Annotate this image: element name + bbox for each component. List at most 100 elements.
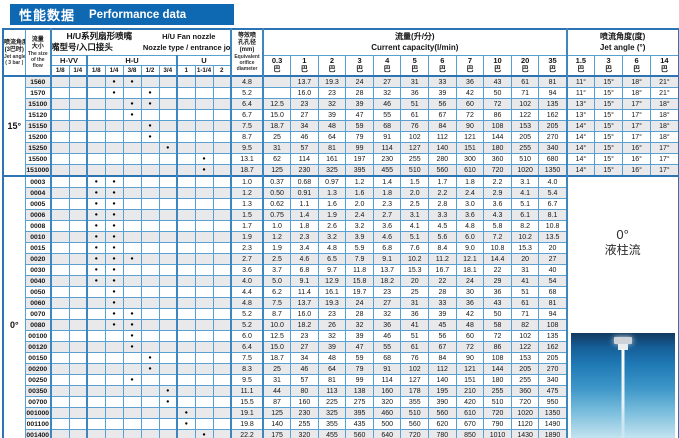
- orifice-cell: 19.1: [230, 407, 264, 419]
- nozzle-dot-cell: [176, 164, 196, 177]
- nozzle-dot-cell: [194, 407, 214, 419]
- nozzle-dot-cell: [212, 87, 232, 99]
- nozzle-dot-cell: [158, 209, 178, 221]
- nozzle-dot-cell: ●: [104, 242, 124, 254]
- nozzle-dot-cell: ●: [122, 98, 142, 110]
- dot-icon: ●: [148, 355, 152, 361]
- capacity-cell: 138: [345, 385, 374, 397]
- capacity-cell: 46: [372, 330, 402, 342]
- capacity-cell: 24: [345, 75, 374, 88]
- dot-icon: ●: [94, 245, 98, 251]
- capacity-cell: 180: [483, 374, 512, 386]
- capacity-cell: 210: [455, 385, 485, 397]
- capacity-cell: 61: [400, 109, 430, 121]
- capacity-cell: 81: [317, 142, 347, 154]
- nozzle-dot-cell: [212, 109, 232, 121]
- nozzle-dot-cell: [50, 242, 70, 254]
- jet-angle-cell: 18°: [650, 120, 679, 132]
- nozzle-dot-cell: ●: [194, 153, 214, 165]
- nozzle-dot-cell: [68, 352, 88, 364]
- nozzle-dot-cell: ●: [104, 308, 124, 320]
- nozzle-dot-cell: [122, 187, 142, 199]
- pressure-value: 7: [467, 56, 473, 66]
- capacity-cell: 57: [290, 374, 319, 386]
- pressure-value: 6: [634, 56, 639, 66]
- nozzle-dot-cell: [158, 341, 178, 353]
- nozzle-dot-cell: [122, 363, 142, 375]
- capacity-cell: 390: [428, 396, 457, 408]
- jet-angle-cell: 15°: [594, 142, 624, 154]
- nozzle-dot-cell: ●: [122, 330, 142, 342]
- dot-icon: ●: [112, 90, 116, 96]
- capacity-pressure-header: 0.3 巴: [262, 54, 292, 77]
- capacity-cell: 87: [262, 396, 292, 408]
- nozzle-dot-cell: [194, 363, 214, 375]
- nozzle-dot-cell: [68, 264, 88, 276]
- capacity-cell: 27: [372, 75, 402, 88]
- model-cell: 0080: [24, 319, 52, 331]
- dot-icon: ●: [94, 179, 98, 185]
- capacity-cell: 151: [455, 374, 485, 386]
- nozzle-dot-cell: ●: [104, 253, 124, 265]
- capacity-cell: 127: [400, 142, 430, 154]
- nozzle-dot-cell: [176, 142, 196, 154]
- capacity-cell: 720: [400, 429, 430, 438]
- model-cell: 0010: [24, 231, 52, 243]
- capacity-cell: 510: [510, 153, 540, 165]
- orifice-cell: 13.1: [230, 153, 264, 165]
- nozzle-dot-cell: [68, 385, 88, 397]
- capacity-cell: 25: [262, 131, 292, 143]
- water-stream-icon: [621, 349, 625, 438]
- capacity-cell: 68: [372, 352, 402, 364]
- capacity-cell: 15.3: [510, 242, 540, 254]
- dot-icon: ●: [166, 145, 170, 151]
- model-cell: 0020: [24, 253, 52, 265]
- capacity-cell: 3.0: [455, 198, 485, 210]
- nozzle-dot-cell: ●: [86, 242, 106, 254]
- nozzle-dot-cell: [122, 198, 142, 210]
- capacity-cell: 1430: [510, 429, 540, 438]
- nozzle-group-cn1: H/U系列扇形喷嘴: [66, 31, 133, 42]
- capacity-group-en: Current capacity(l/min): [371, 43, 459, 53]
- capacity-cell: 86: [483, 109, 512, 121]
- nozzle-dot-cell: [212, 242, 232, 254]
- nozzle-dot-cell: [122, 396, 142, 408]
- jet-angle-cell: 16°: [622, 153, 652, 165]
- nozzle-dot-cell: ●: [104, 297, 124, 309]
- nozzle-dot-cell: ●: [194, 164, 214, 177]
- nozzle-dot-cell: [194, 142, 214, 154]
- nozzle-dot-cell: [158, 175, 178, 188]
- nozzle-dot-cell: [176, 198, 196, 210]
- capacity-cell: 1.6: [345, 187, 374, 199]
- capacity-cell: 2.4: [455, 187, 485, 199]
- capacity-cell: 19.7: [345, 286, 374, 298]
- nozzle-dot-cell: [158, 374, 178, 386]
- capacity-cell: 19.3: [317, 297, 347, 309]
- jet-panel-angle: 0°: [616, 227, 629, 242]
- dot-icon: ●: [112, 245, 116, 251]
- capacity-cell: 102: [510, 98, 540, 110]
- capacity-cell: 6.1: [510, 209, 540, 221]
- capacity-cell: 82: [510, 319, 540, 331]
- nozzle-dot-cell: [68, 75, 88, 88]
- jet-angle-cell: 15°: [594, 131, 624, 143]
- capacity-cell: 1.6: [317, 198, 347, 210]
- nozzle-dot-cell: [140, 164, 160, 177]
- dot-icon: ●: [112, 311, 116, 317]
- nozzle-dot-cell: [140, 407, 160, 419]
- capacity-cell: 0.97: [317, 175, 347, 188]
- capacity-cell: 58: [483, 319, 512, 331]
- dot-icon: ●: [202, 167, 206, 173]
- nozzle-dot-cell: [158, 264, 178, 276]
- capacity-cell: 19.3: [317, 75, 347, 88]
- jet-angle-cell: 18°: [622, 87, 652, 99]
- orifice-cell: 8.7: [230, 131, 264, 143]
- nozzle-dot-cell: [176, 98, 196, 110]
- nozzle-dot-cell: [68, 297, 88, 309]
- capacity-cell: 610: [455, 164, 485, 177]
- capacity-cell: 27: [290, 109, 319, 121]
- capacity-cell: 16.0: [290, 308, 319, 320]
- capacity-cell: 9.1: [290, 275, 319, 287]
- dot-icon: ●: [94, 278, 98, 284]
- nozzle-dot-cell: [104, 363, 124, 375]
